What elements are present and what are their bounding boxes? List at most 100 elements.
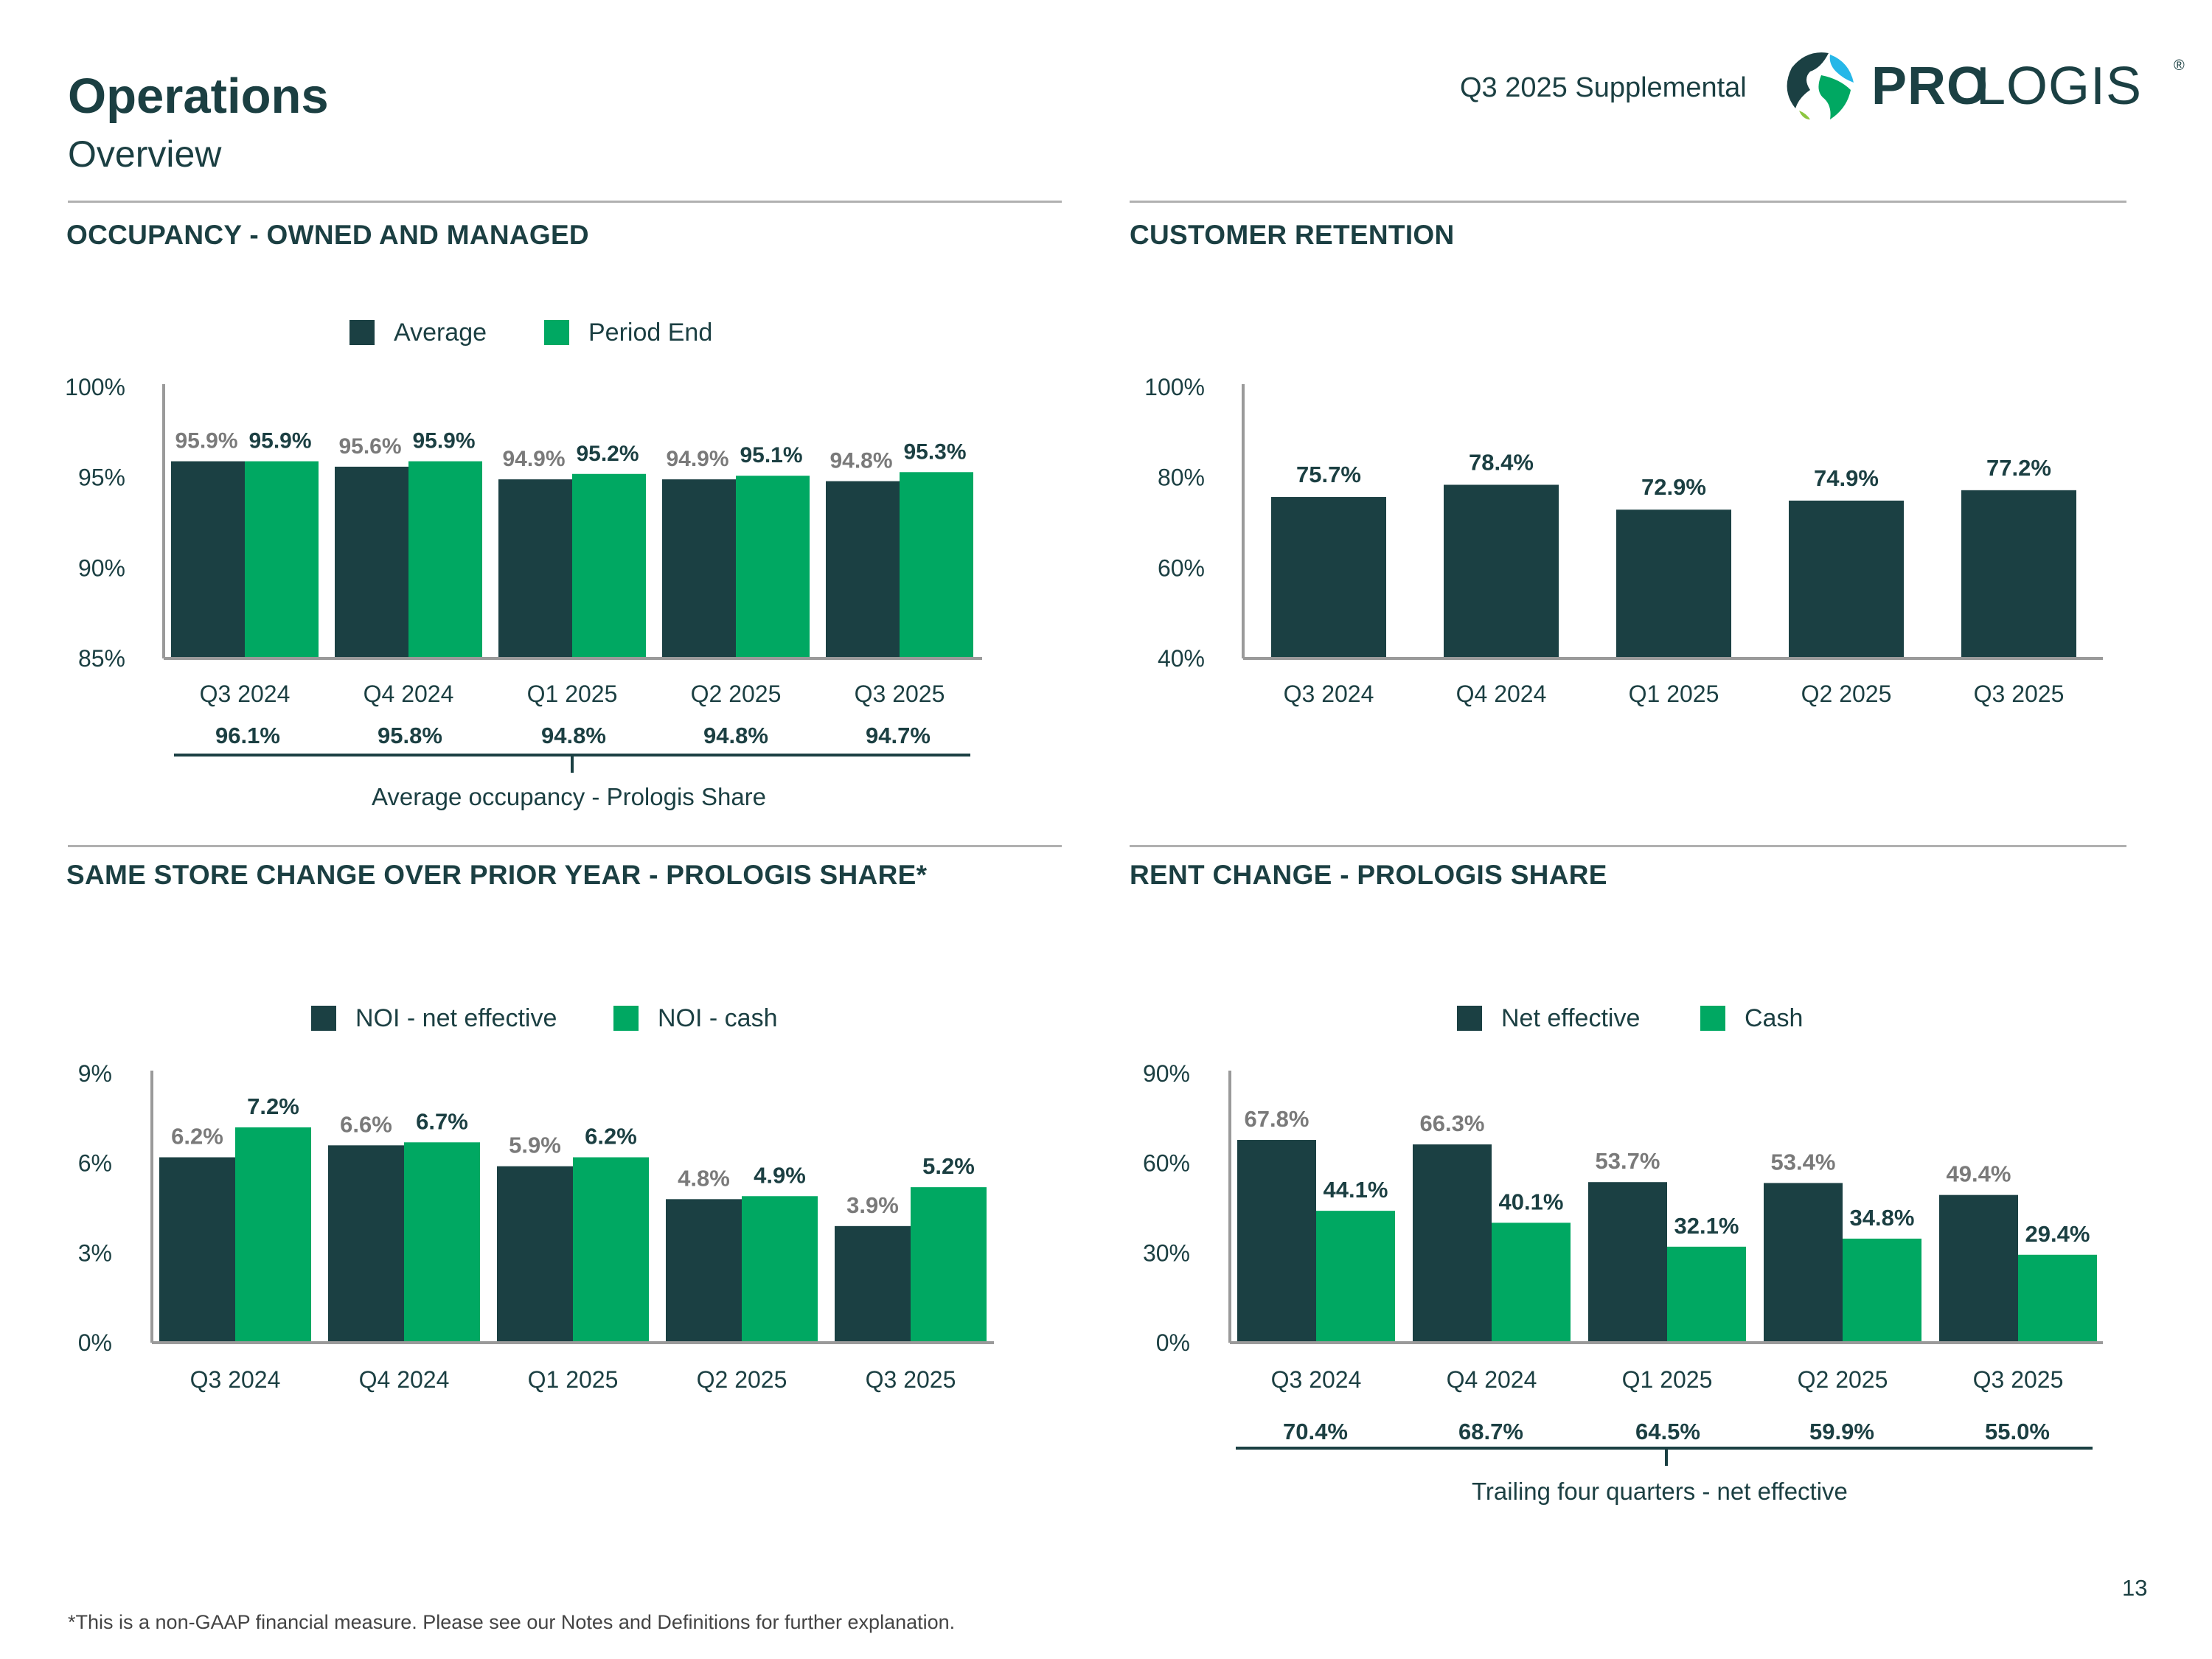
x-tick-label: Q3 2024	[190, 1366, 281, 1393]
data-label: 7.2%	[247, 1093, 299, 1119]
y-tick-label: 0%	[78, 1329, 112, 1356]
data-label: 66.3%	[1420, 1110, 1485, 1136]
legend-swatch-cash	[1700, 1006, 1725, 1031]
section-rule	[68, 845, 1062, 847]
x-tick-label: Q2 2025	[697, 1366, 787, 1393]
data-label: 5.9%	[509, 1133, 561, 1158]
bar-retention-primary	[1789, 500, 1904, 658]
rent-change-section-title: RENT CHANGE - PROLOGIS SHARE	[1130, 860, 1607, 890]
page-title: Operations	[68, 69, 329, 124]
logo-registered: ®	[2174, 58, 2185, 74]
bar-rent_change-secondary	[1316, 1211, 1395, 1343]
bar-rent_change-primary	[1764, 1183, 1843, 1343]
x-tick-label: Q1 2025	[1629, 681, 1719, 707]
data-label: 95.9%	[175, 429, 237, 453]
occupancy-summary-caption: Average occupancy - Prologis Share	[372, 783, 767, 810]
y-tick-label: 95%	[78, 465, 125, 491]
x-tick-label: Q1 2025	[528, 1366, 619, 1393]
occupancy-summary-value: 94.7%	[866, 723, 931, 748]
bar-rent_change-secondary	[2018, 1254, 2097, 1343]
x-tick-label: Q3 2025	[1973, 1366, 2064, 1393]
section-rule	[68, 201, 1062, 203]
data-label: 5.2%	[922, 1153, 975, 1179]
bar-occupancy-primary	[498, 479, 572, 658]
data-label: 53.7%	[1596, 1148, 1660, 1174]
occupancy-summary-value: 94.8%	[541, 723, 606, 748]
bar-rent_change-secondary	[1667, 1246, 1746, 1343]
x-tick-label: Q4 2024	[1447, 1366, 1537, 1393]
rent-summary-value: 70.4%	[1283, 1419, 1348, 1444]
page-subtitle: Overview	[68, 133, 222, 175]
data-label: 94.9%	[502, 447, 565, 471]
bar-same_store-secondary	[742, 1196, 818, 1343]
bar-rent_change-primary	[1588, 1182, 1667, 1343]
data-label: 94.9%	[666, 447, 728, 471]
bar-rent_change-primary	[1413, 1144, 1492, 1343]
supplemental-label: Q3 2025 Supplemental	[1460, 72, 1747, 103]
data-label: 95.2%	[576, 442, 639, 466]
data-label: 77.2%	[1986, 455, 2051, 481]
rent-summary-tick	[1665, 1447, 1668, 1466]
y-tick-label: 0%	[1156, 1329, 1190, 1356]
legend-label-net-effective: Net effective	[1501, 1004, 1641, 1032]
y-tick-label: 6%	[78, 1150, 112, 1177]
data-label: 74.9%	[1814, 465, 1879, 491]
x-tick-label: Q2 2025	[1801, 681, 1892, 707]
bar-same_store-secondary	[404, 1142, 480, 1343]
occupancy-section-title: OCCUPANCY - OWNED AND MANAGED	[66, 220, 589, 250]
y-tick-label: 80%	[1158, 465, 1205, 491]
data-label: 6.2%	[585, 1124, 637, 1150]
bar-same_store-primary	[328, 1145, 404, 1343]
data-label: 3.9%	[846, 1192, 899, 1218]
x-tick-label: Q2 2025	[1798, 1366, 1888, 1393]
y-tick-label: 60%	[1158, 554, 1205, 581]
data-label: 75.7%	[1296, 462, 1361, 487]
occupancy-summary-tick	[571, 754, 574, 773]
section-rule	[1130, 845, 2126, 847]
rent-summary-caption: Trailing four quarters - net effective	[1472, 1478, 1848, 1505]
data-label: 95.1%	[740, 443, 802, 467]
bar-occupancy-secondary	[245, 461, 319, 658]
bar-retention-primary	[1444, 484, 1559, 658]
y-tick-label: 85%	[78, 645, 125, 672]
occupancy-summary-value: 95.8%	[378, 723, 442, 748]
prologis-logo: PRO LOGIS ®	[1777, 46, 2190, 127]
legend-label-noi-net: NOI - net effective	[355, 1004, 557, 1032]
data-label: 6.2%	[171, 1124, 223, 1150]
legend-swatch-noi-net	[311, 1006, 336, 1031]
section-rule	[1130, 201, 2126, 203]
y-tick-label: 100%	[1144, 374, 1205, 400]
data-label: 95.9%	[248, 429, 311, 453]
bar-occupancy-primary	[335, 466, 408, 658]
bar-same_store-secondary	[235, 1127, 311, 1343]
bar-occupancy-primary	[662, 479, 736, 658]
bar-same_store-secondary	[911, 1187, 987, 1343]
data-label: 95.9%	[412, 429, 475, 453]
bar-same_store-primary	[159, 1157, 235, 1343]
bar-same_store-primary	[835, 1225, 911, 1343]
legend-label-cash: Cash	[1745, 1004, 1804, 1032]
x-tick-label: Q3 2025	[855, 681, 945, 707]
bar-rent_change-primary	[1939, 1194, 2018, 1343]
data-label: 32.1%	[1674, 1213, 1739, 1239]
data-label: 40.1%	[1499, 1189, 1564, 1214]
bar-same_store-primary	[666, 1199, 742, 1343]
rent-summary-value: 68.7%	[1458, 1419, 1523, 1444]
data-label: 49.4%	[1947, 1161, 2011, 1187]
logo-text-bold: PRO	[1871, 57, 1989, 116]
legend-label-period-end: Period End	[588, 319, 713, 347]
logo-text-light: LOGIS	[1976, 57, 2143, 116]
retention-section-title: CUSTOMER RETENTION	[1130, 220, 1455, 250]
x-tick-label: Q1 2025	[1622, 1366, 1713, 1393]
bar-retention-primary	[1616, 509, 1731, 658]
x-tick-label: Q3 2025	[866, 1366, 956, 1393]
rent-summary-value: 55.0%	[1985, 1419, 2050, 1444]
bar-occupancy-secondary	[572, 473, 646, 658]
data-label: 72.9%	[1641, 474, 1706, 500]
bar-same_store-secondary	[573, 1157, 649, 1343]
data-label: 53.4%	[1771, 1149, 1836, 1175]
occupancy-summary-value: 96.1%	[215, 723, 280, 748]
bar-occupancy-primary	[171, 461, 245, 658]
data-label: 95.3%	[903, 439, 966, 464]
